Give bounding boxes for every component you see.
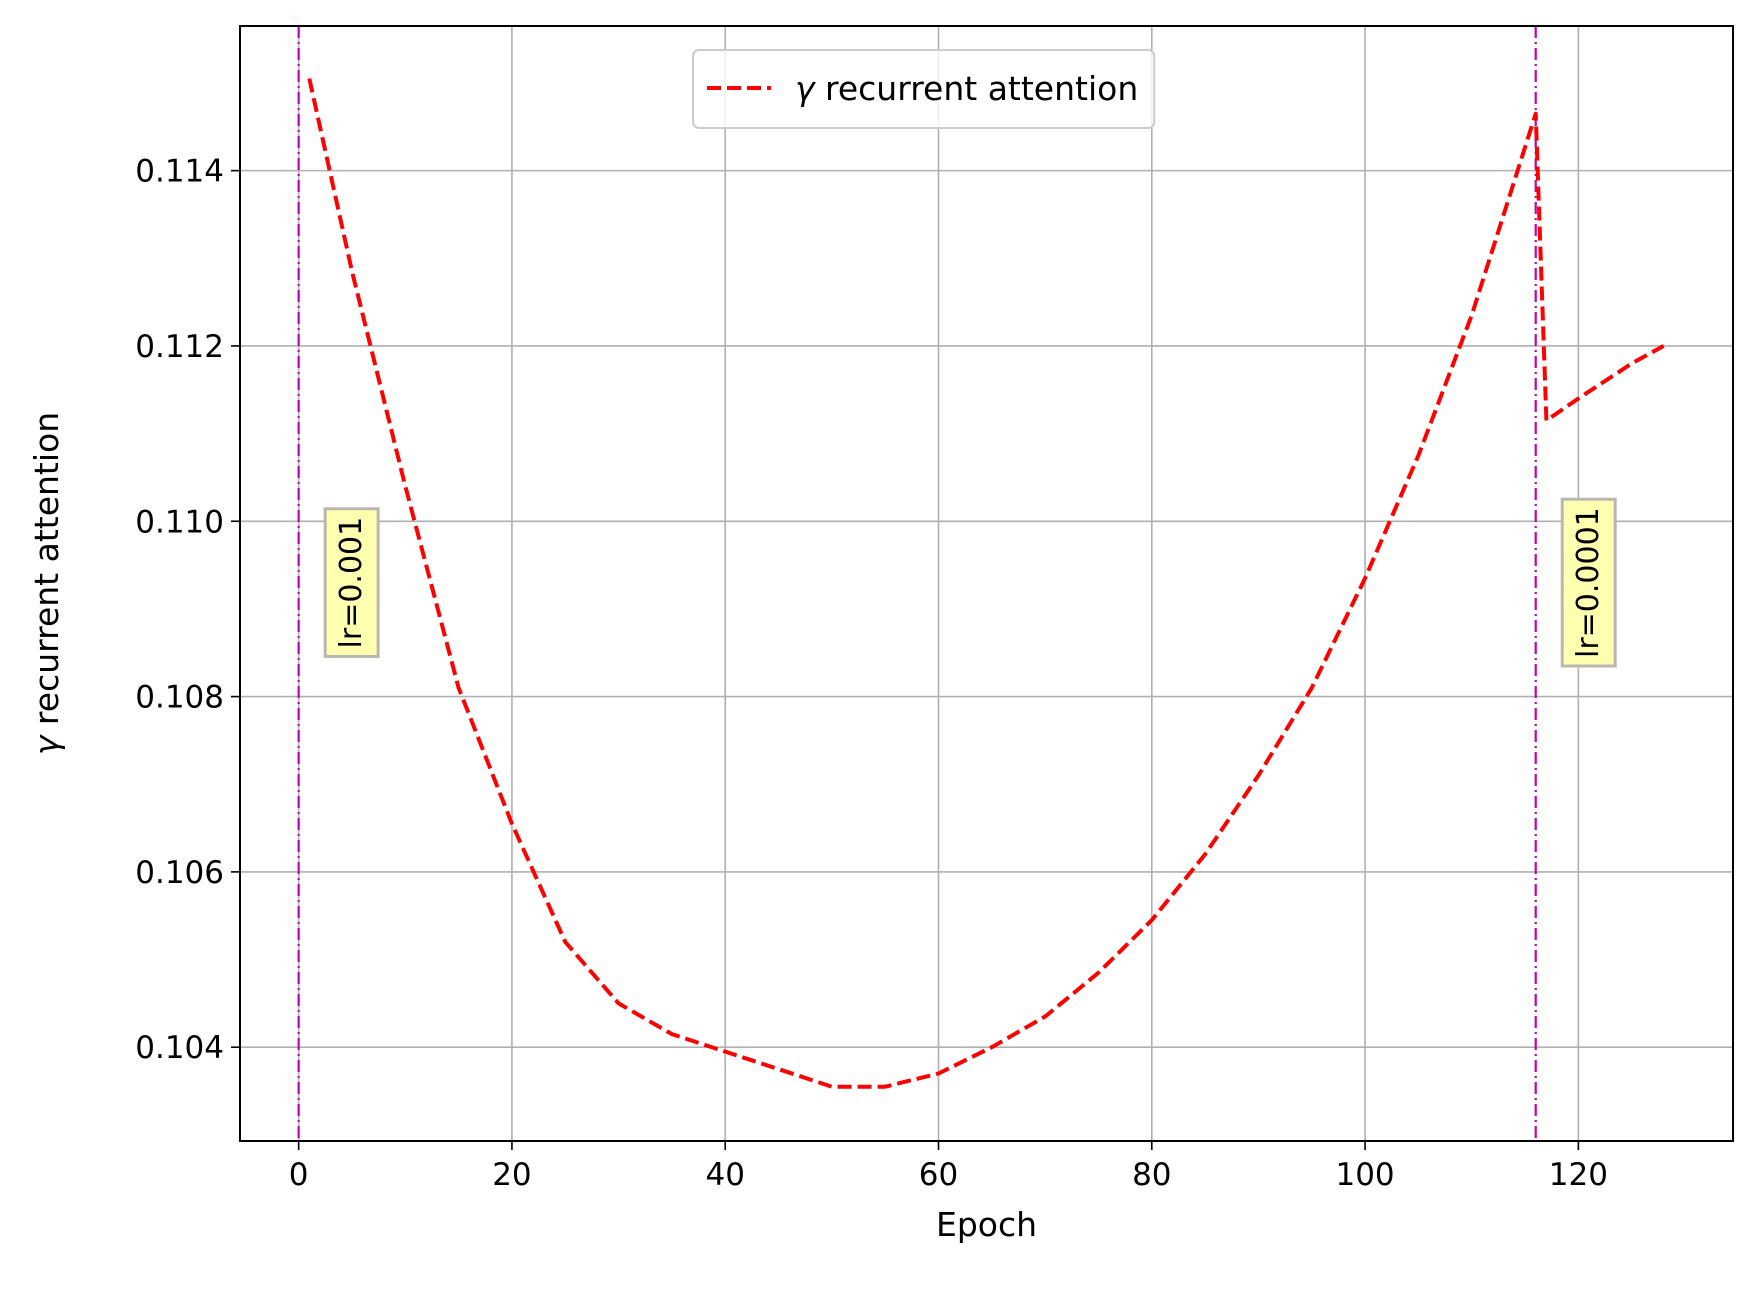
legend-label-text: recurrent attention <box>815 69 1139 108</box>
x-tick-label: 40 <box>705 1157 744 1193</box>
y-tick-label: 0.106 <box>135 855 224 891</box>
y-axis-label: γ recurrent attention <box>27 412 66 755</box>
series-line <box>307 78 1665 1089</box>
legend-label: γ recurrent attention <box>795 69 1138 108</box>
legend-label-symbol: γ <box>795 69 816 108</box>
x-tick-label: 100 <box>1335 1157 1394 1193</box>
lr-annotation: lr=0.0001 <box>1560 497 1617 668</box>
x-tick-label: 120 <box>1549 1157 1608 1193</box>
legend: γ recurrent attention <box>692 49 1156 129</box>
lr-annotation-label: lr=0.0001 <box>1571 507 1606 658</box>
lr-annotations: lr=0.001 lr=0.0001 <box>323 497 1617 668</box>
series-layer <box>307 78 1665 1089</box>
y-axis-ticks: 0.104 0.106 0.108 0.110 0.112 0.114 <box>135 154 240 1066</box>
y-axis-label-symbol: γ <box>27 734 66 755</box>
x-axis-label: Epoch <box>936 1205 1037 1244</box>
lr-annotation: lr=0.001 <box>323 507 380 658</box>
grid <box>240 26 1733 1141</box>
y-tick-label: 0.108 <box>135 680 224 716</box>
y-tick-label: 0.104 <box>135 1030 224 1066</box>
lr-annotation-box <box>323 507 380 658</box>
plot-frame <box>239 25 1734 1142</box>
x-tick-label: 80 <box>1132 1157 1171 1193</box>
y-axis-label-text: recurrent attention <box>27 412 66 736</box>
x-tick-label: 0 <box>289 1157 309 1193</box>
y-tick-label: 0.114 <box>135 154 224 190</box>
y-tick-label: 0.112 <box>135 329 224 365</box>
x-axis-ticks: 0 20 40 60 80 100 120 <box>289 1141 1608 1193</box>
x-tick-label: 60 <box>919 1157 958 1193</box>
x-tick-label: 20 <box>492 1157 531 1193</box>
lr-change-lines <box>297 26 1537 1141</box>
y-tick-label: 0.110 <box>135 504 224 540</box>
lr-annotation-box <box>1560 497 1617 668</box>
lr-annotation-label: lr=0.001 <box>334 517 369 649</box>
legend-box <box>692 49 1156 129</box>
